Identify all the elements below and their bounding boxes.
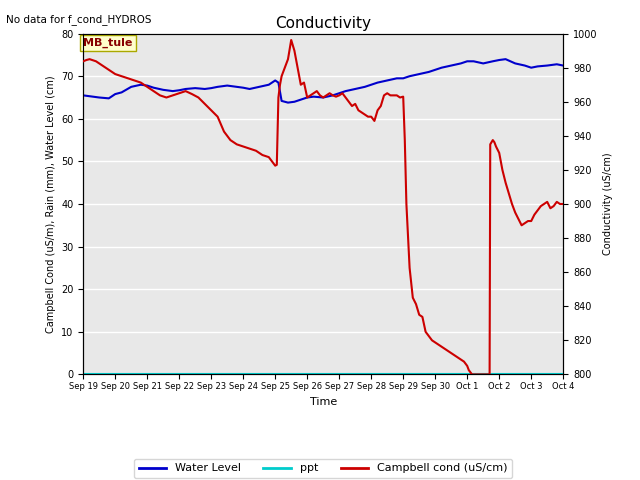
Legend: Water Level, ppt, Campbell cond (uS/cm): Water Level, ppt, Campbell cond (uS/cm) [134, 459, 512, 478]
Y-axis label: Conductivity (uS/cm): Conductivity (uS/cm) [603, 153, 613, 255]
X-axis label: Time: Time [310, 396, 337, 407]
Text: No data for f_cond_HYDROS: No data for f_cond_HYDROS [6, 14, 152, 25]
Y-axis label: Campbell Cond (uS/m), Rain (mm), Water Level (cm): Campbell Cond (uS/m), Rain (mm), Water L… [45, 75, 56, 333]
Text: MB_tule: MB_tule [83, 38, 132, 48]
Title: Conductivity: Conductivity [275, 16, 371, 31]
